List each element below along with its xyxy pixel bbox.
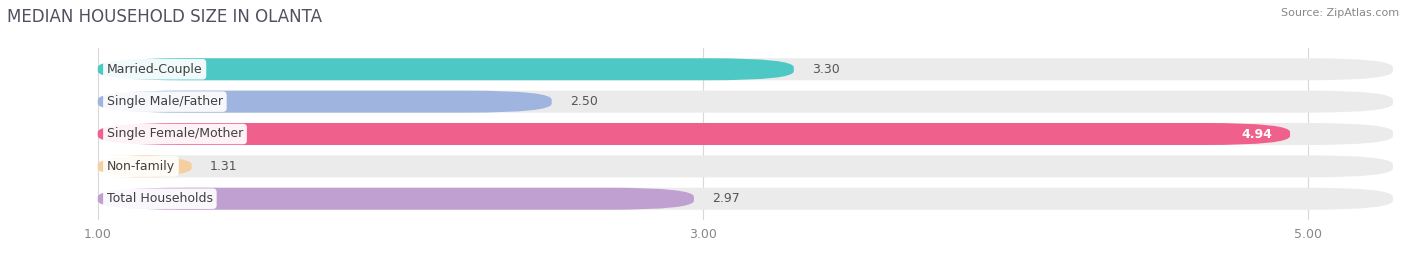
FancyBboxPatch shape xyxy=(98,91,551,113)
FancyBboxPatch shape xyxy=(98,155,191,177)
FancyBboxPatch shape xyxy=(98,91,1393,113)
Text: 2.97: 2.97 xyxy=(711,192,740,205)
Text: 1.31: 1.31 xyxy=(209,160,238,173)
FancyBboxPatch shape xyxy=(98,188,695,210)
Text: Married-Couple: Married-Couple xyxy=(107,63,202,76)
Text: MEDIAN HOUSEHOLD SIZE IN OLANTA: MEDIAN HOUSEHOLD SIZE IN OLANTA xyxy=(7,8,322,26)
FancyBboxPatch shape xyxy=(98,188,1393,210)
Text: Source: ZipAtlas.com: Source: ZipAtlas.com xyxy=(1281,8,1399,18)
FancyBboxPatch shape xyxy=(98,123,1393,145)
Text: 2.50: 2.50 xyxy=(569,95,598,108)
Text: Single Female/Mother: Single Female/Mother xyxy=(107,128,243,140)
Text: Non-family: Non-family xyxy=(107,160,174,173)
FancyBboxPatch shape xyxy=(98,155,1393,177)
Text: Total Households: Total Households xyxy=(107,192,212,205)
FancyBboxPatch shape xyxy=(98,123,1291,145)
Text: Single Male/Father: Single Male/Father xyxy=(107,95,224,108)
FancyBboxPatch shape xyxy=(98,58,1393,80)
Text: 4.94: 4.94 xyxy=(1241,128,1272,140)
Text: 3.30: 3.30 xyxy=(811,63,839,76)
FancyBboxPatch shape xyxy=(98,58,794,80)
